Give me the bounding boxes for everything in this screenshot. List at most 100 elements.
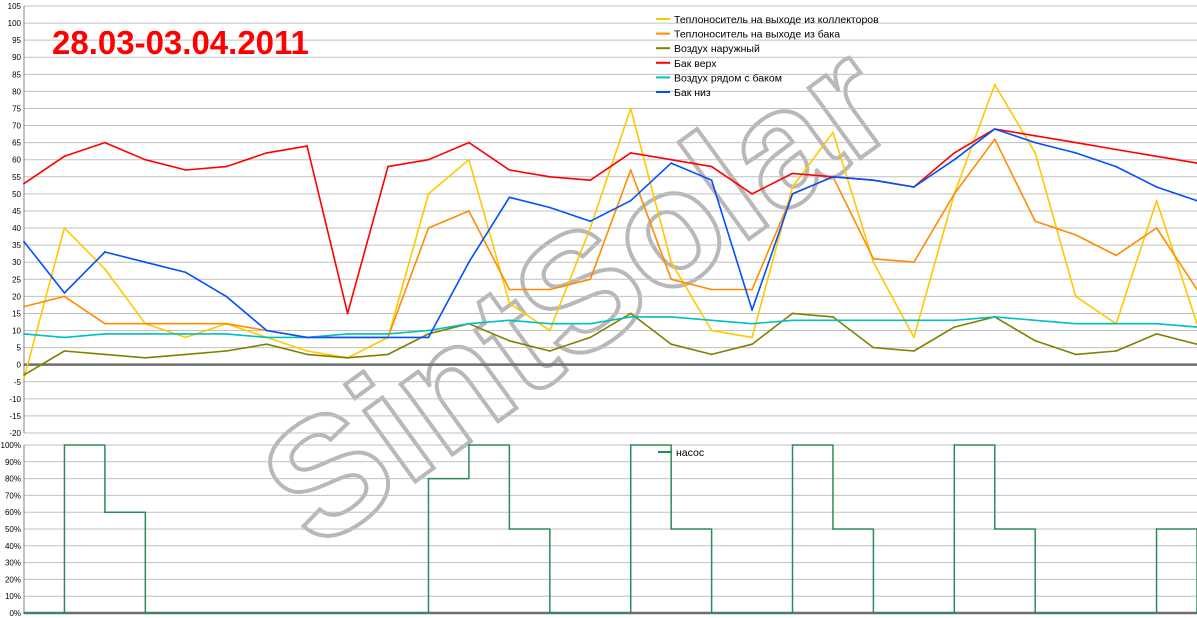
data-point (1034, 151, 1037, 154)
data-point (144, 158, 147, 161)
data-point (427, 227, 430, 229)
data-point (832, 315, 834, 318)
data-point (225, 295, 228, 298)
data-point (306, 612, 309, 614)
data-point (832, 319, 834, 322)
data-point (23, 377, 25, 380)
y-tick-label: 20 (12, 292, 21, 301)
data-point (103, 511, 106, 514)
y-tick-label: 80% (5, 475, 21, 484)
y-tick-label: 80 (12, 87, 21, 96)
data-point (589, 336, 592, 339)
legend-label: Теплоноситель на выходе из бака (674, 29, 840, 41)
data-point (751, 288, 753, 291)
data-point (670, 278, 673, 281)
data-point (1115, 612, 1118, 614)
data-point (1115, 350, 1118, 352)
data-point (751, 343, 753, 346)
series-line (23, 316, 1197, 339)
data-point (953, 192, 956, 195)
data-point (791, 192, 794, 195)
y-tick-label: 60 (12, 156, 21, 165)
data-point (912, 350, 915, 352)
data-point (265, 329, 268, 332)
series-1 (23, 138, 1197, 339)
y-tick-label: 20% (5, 575, 21, 584)
data-point (993, 528, 996, 530)
data-point (225, 322, 228, 325)
y-tick-label: 100 (8, 19, 22, 28)
data-point (589, 322, 592, 325)
series-line (23, 312, 1197, 376)
data-point (872, 257, 875, 260)
data-point (589, 220, 592, 223)
y-tick-label: 30% (5, 559, 21, 568)
temperature-legend: Теплоноситель на выходе из коллекторов Те… (656, 14, 879, 99)
data-point (670, 315, 673, 318)
data-point (184, 336, 187, 339)
data-point (63, 295, 66, 298)
y-tick-label: 100% (1, 441, 21, 450)
data-point (508, 196, 511, 199)
data-point (306, 350, 309, 352)
data-point (710, 288, 713, 291)
data-point (629, 315, 632, 318)
data-point (993, 315, 996, 318)
chart-title: 28.03-03.04.2011 (52, 24, 309, 61)
data-point (144, 612, 147, 614)
data-point (387, 612, 389, 614)
data-point (1155, 322, 1158, 325)
data-point (306, 353, 309, 356)
y-tick-label: 0 (17, 361, 22, 370)
data-point (912, 186, 915, 188)
y-tick-label: 85 (12, 70, 21, 79)
data-point (144, 322, 147, 325)
data-point (387, 336, 389, 339)
data-point (23, 182, 25, 185)
data-point (103, 251, 106, 253)
series-line (23, 83, 1197, 379)
data-point (225, 333, 228, 335)
y-tick-label: 50 (12, 190, 21, 199)
data-point (1074, 295, 1077, 298)
y-tick-label: 0% (9, 609, 21, 618)
y-tick-label: -15 (9, 412, 21, 421)
data-point (993, 138, 996, 141)
data-point (508, 319, 511, 322)
data-point (1034, 134, 1037, 137)
data-point (832, 131, 834, 134)
data-point (427, 336, 430, 339)
data-point (548, 175, 551, 178)
data-point (953, 151, 956, 154)
series-2 (23, 312, 1197, 376)
legend-label: Теплоноситель на выходе из коллекторов (674, 14, 879, 26)
y-tick-label: 30 (12, 258, 21, 267)
data-point (548, 329, 551, 332)
data-point (589, 179, 592, 182)
data-point (144, 333, 147, 335)
y-tick-label: -20 (9, 429, 21, 438)
y-tick-label: 70 (12, 122, 21, 131)
data-point (832, 528, 834, 530)
data-point (346, 333, 349, 335)
data-point (23, 305, 25, 308)
data-point (306, 145, 309, 147)
data-point (791, 319, 794, 322)
data-point (427, 477, 430, 480)
data-point (953, 319, 956, 322)
data-point (1155, 227, 1158, 229)
data-point (63, 227, 66, 229)
data-point (508, 302, 511, 305)
data-point (1074, 322, 1077, 325)
y-tick-label: 60% (5, 508, 21, 517)
data-point (548, 322, 551, 325)
data-point (872, 319, 875, 322)
data-point (629, 169, 632, 171)
data-point (953, 326, 956, 329)
data-point (751, 336, 753, 339)
legend-label: Бак низ (674, 87, 711, 99)
data-point (427, 158, 430, 161)
data-point (63, 336, 66, 339)
data-point (1074, 612, 1077, 614)
